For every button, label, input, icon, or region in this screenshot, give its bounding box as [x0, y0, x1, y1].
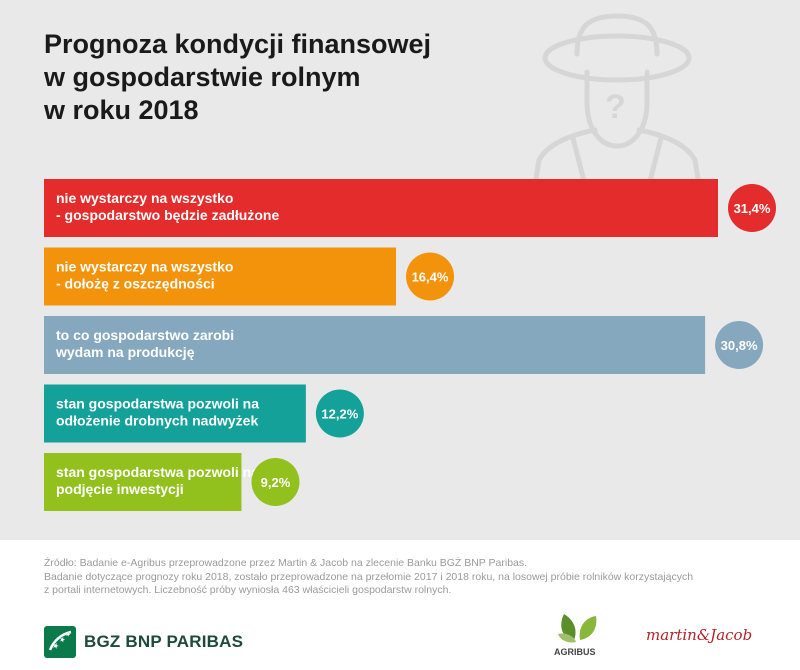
martin-jacob-logo: martin&Jacob — [646, 626, 752, 644]
agribus-logo: AGRIBUS — [554, 614, 597, 657]
hat-crown — [574, 13, 660, 57]
title-line-1: Prognoza kondycji finansowej — [44, 29, 432, 59]
bar-4-label-line-1: stan gospodarstwa pozwoli na — [56, 396, 259, 412]
source-note: Źródło: Badanie e-Agribus przeprowadzone… — [44, 557, 774, 598]
bar-5-label-line-2: podjęcie inwestycji — [56, 481, 184, 497]
chart-title: Prognoza kondycji finansowej w gospodars… — [44, 28, 431, 127]
bank-name: BGZ BNP PARIBAS — [84, 632, 244, 651]
agribus-text: AGRIBUS — [554, 647, 596, 657]
value-label-2: 16,4% — [412, 270, 449, 285]
value-badge-4 — [315, 389, 364, 438]
bar-3-label-line-1: to co gospodarstwo zarobi — [56, 327, 234, 343]
bar-2-label-line-2: - dołożę z oszczędności — [56, 276, 215, 292]
value-badge-5 — [251, 458, 300, 506]
value-badge-2 — [406, 252, 455, 301]
shoulders — [532, 127, 702, 185]
bar-chart: nie wystarczy na wszystko- gospodarstwo … — [44, 179, 776, 511]
value-label-3: 30,8% — [721, 338, 758, 353]
bar-3-label-line-2: wydam na produkcję — [55, 344, 195, 360]
title-line-3: w roku 2018 — [44, 95, 199, 125]
value-label-5: 9,2% — [261, 475, 291, 490]
value-badge-1 — [728, 184, 776, 232]
source-line-1: Źródło: Badanie e-Agribus przeprowadzone… — [44, 557, 528, 569]
value-label-4: 12,2% — [321, 407, 358, 422]
title-line-2: w gospodarstwie rolnym — [44, 62, 361, 92]
source-line-3: z portali internetowych. Liczebność prób… — [44, 584, 452, 596]
bar-1 — [44, 179, 718, 237]
bar-2-label-line-1: nie wystarczy na wszystko — [56, 259, 233, 275]
value-badge-3 — [715, 321, 764, 369]
source-line-2: Badanie dotyczące prognozy roku 2018, zo… — [44, 570, 694, 583]
hat-brim — [542, 33, 692, 83]
martin-jacob-text: martin&Jacob — [646, 626, 752, 644]
bar-5 — [44, 453, 242, 511]
bar-3 — [44, 316, 706, 374]
bar-4-label-line-2: odłożenie drobnych nadwyżek — [56, 413, 258, 429]
bar-5-label-line-1: stan gospodarstwa pozwoli na — [56, 464, 259, 480]
bar-1-label-line-1: nie wystarczy na wszystko — [56, 190, 233, 206]
farmer-illustration: ? — [532, 13, 702, 185]
chart-panel: ? Prognoza kondycji finansowej w gospoda… — [0, 0, 800, 540]
value-label-1: 31,4% — [734, 201, 771, 216]
face-outline — [584, 69, 650, 149]
bar-2 — [44, 247, 397, 306]
bgz-bnp-paribas-logo: BGZ BNP PARIBAS — [44, 626, 243, 658]
overall-straps — [570, 135, 664, 185]
bnp-stars-icon — [44, 626, 76, 658]
question-mark-icon: ? — [605, 88, 626, 126]
bar-4 — [44, 384, 306, 443]
bar-1-label-line-2: - gospodarstwo będzie zadłużone — [56, 207, 279, 223]
